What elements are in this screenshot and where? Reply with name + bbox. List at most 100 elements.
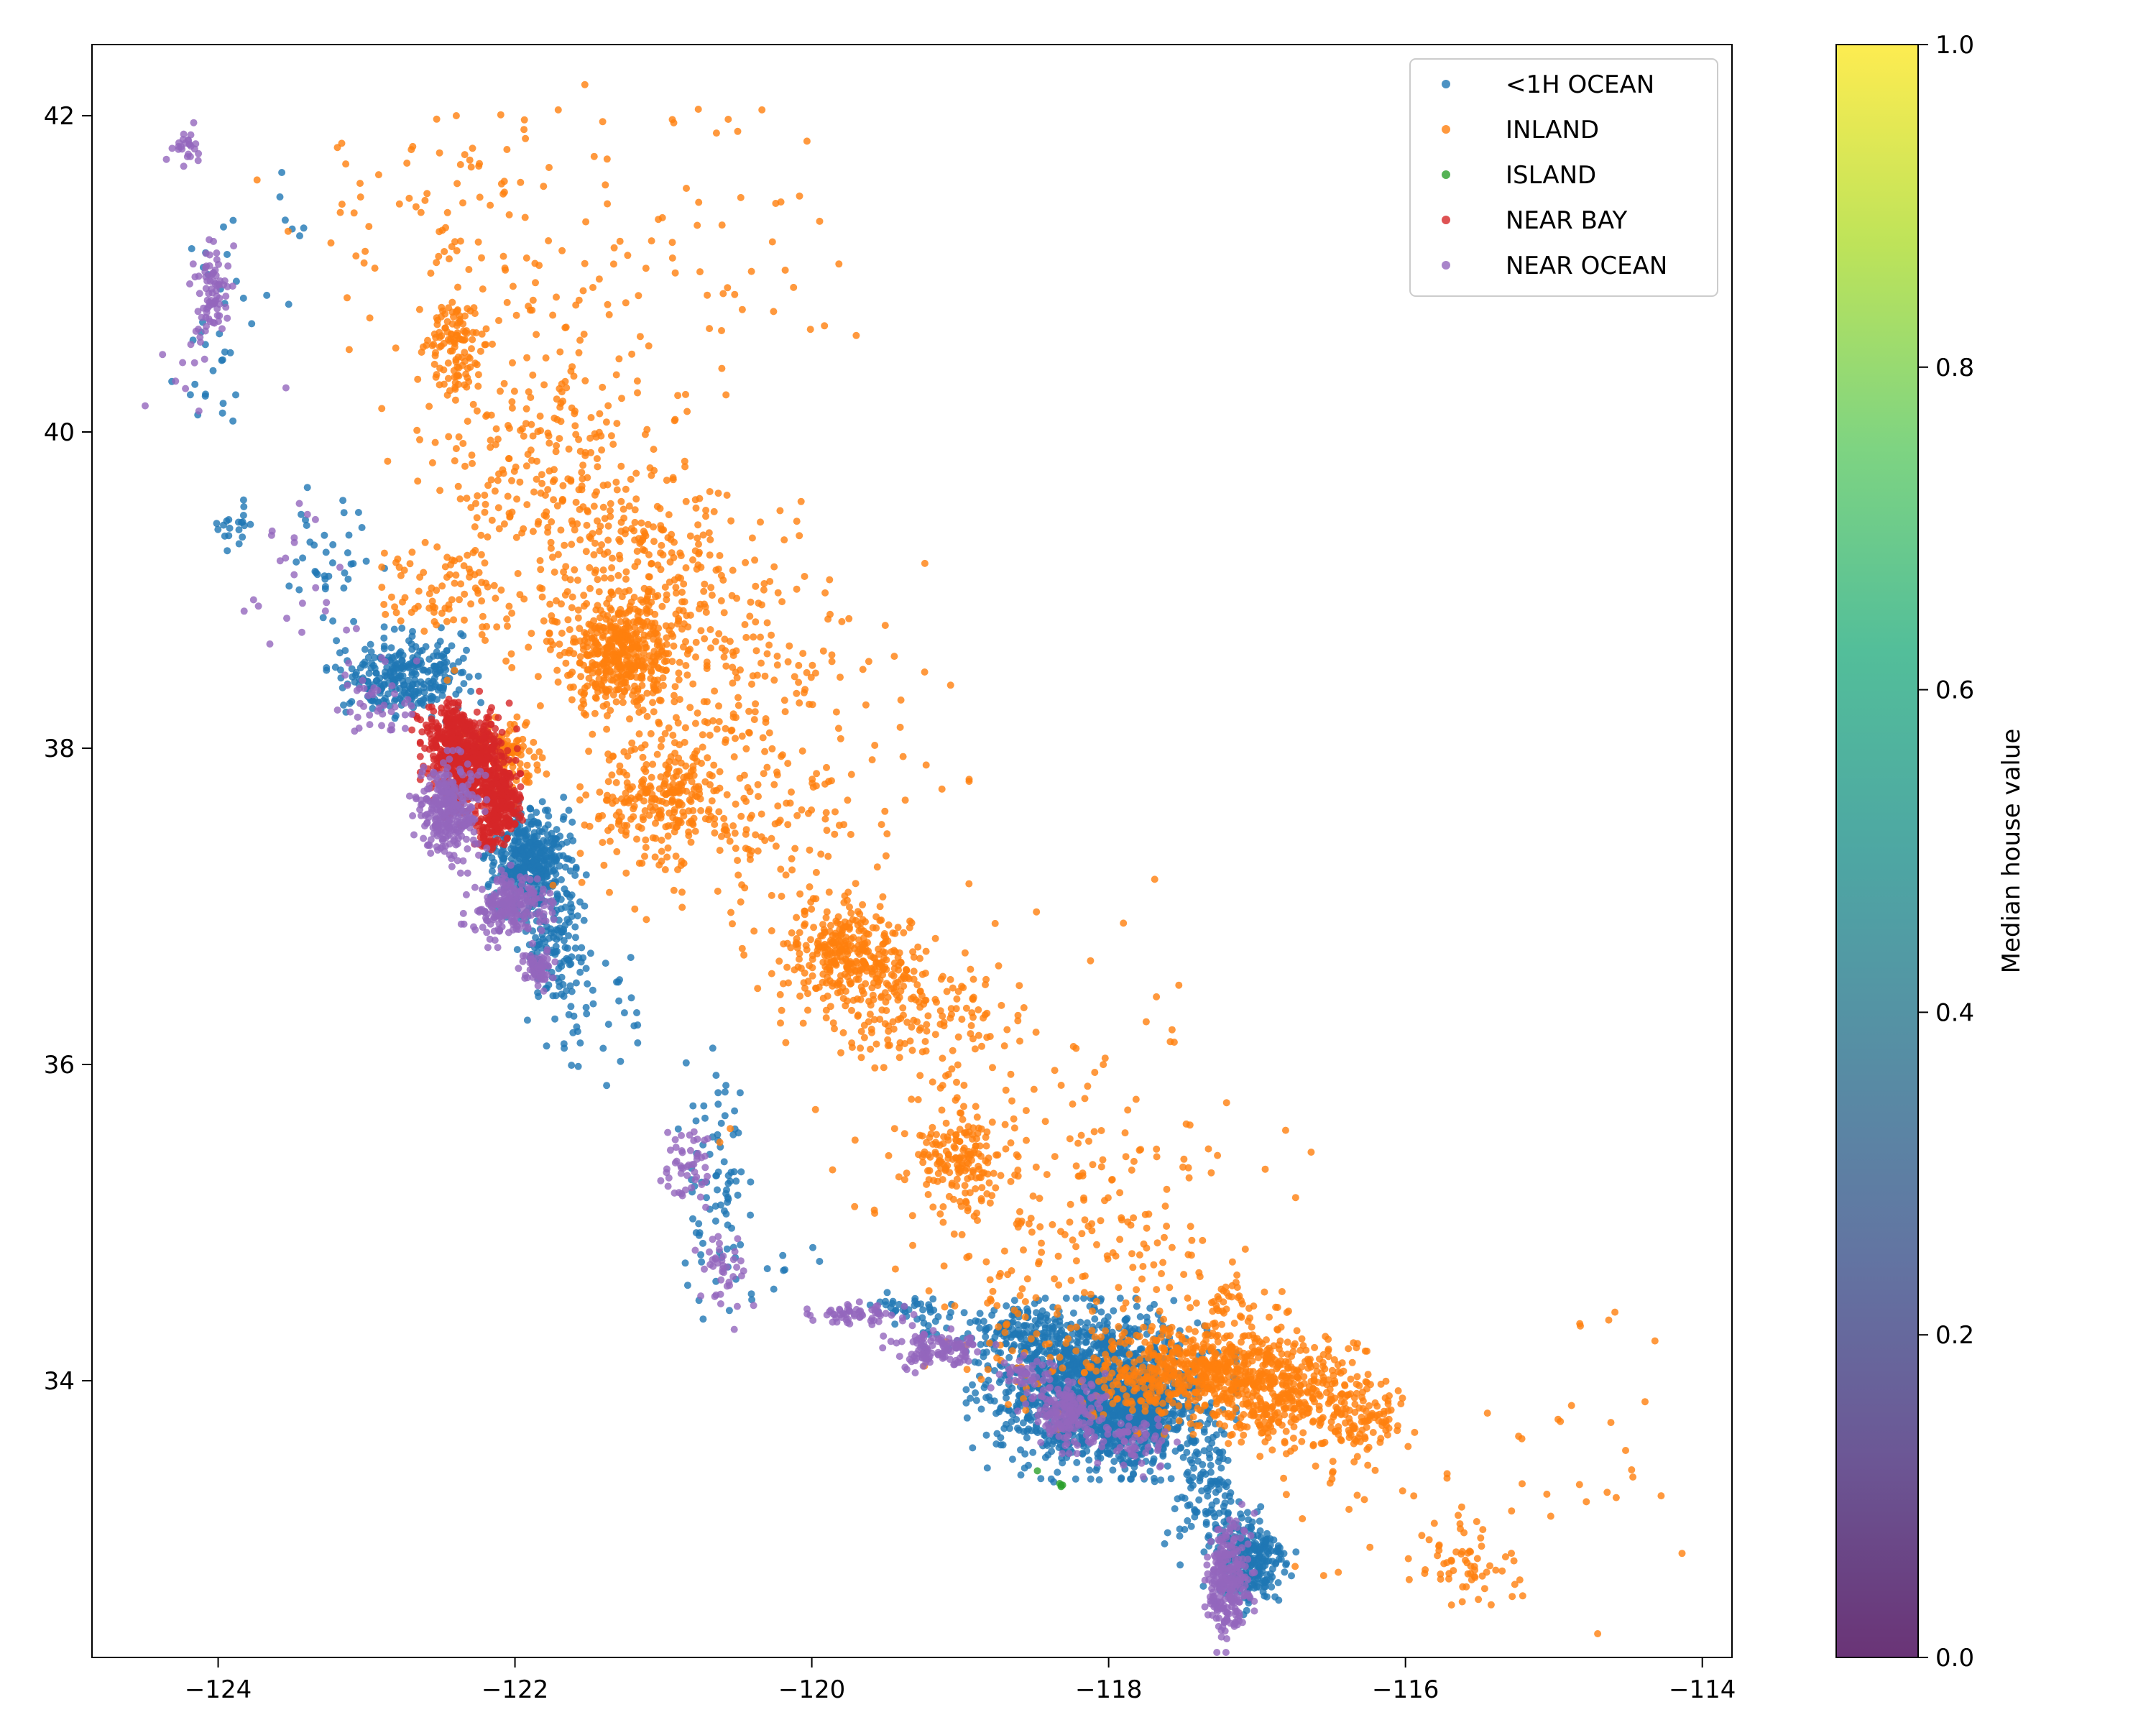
data-point [880,954,888,962]
data-point [1256,1543,1264,1551]
data-point [1121,1316,1129,1324]
data-point [582,965,590,972]
data-point [945,1192,953,1200]
data-point [648,560,655,568]
data-point [1170,1297,1178,1305]
data-point [1212,1431,1220,1439]
data-point [747,1178,755,1186]
data-point [977,1152,985,1160]
data-point [1082,1351,1089,1359]
data-point [1173,1426,1181,1434]
data-point [594,463,602,471]
data-point [520,863,528,871]
data-point [931,1031,939,1039]
data-point [632,495,640,503]
data-point [381,694,389,702]
data-point [1275,1596,1283,1604]
data-point [538,850,545,857]
data-point [663,666,671,674]
data-point [558,840,566,848]
data-point [389,674,397,682]
data-point [589,1000,597,1008]
data-point [859,901,867,908]
data-point [687,838,695,846]
data-point [985,1323,993,1331]
data-point [918,1314,926,1322]
data-point [1266,1570,1274,1578]
data-point [551,1015,559,1023]
data-point [1176,1409,1184,1417]
data-point [946,1014,954,1022]
data-point [599,1044,607,1052]
data-point [1062,1294,1070,1302]
data-point [440,682,448,690]
data-point [224,547,231,555]
data-point [960,1103,967,1110]
data-point [1023,1305,1031,1312]
data-point [827,937,834,944]
data-point [1292,1548,1300,1556]
data-point [1097,1308,1105,1316]
data-point [459,632,467,640]
data-point [768,927,775,934]
data-point [591,709,599,717]
data-point [624,652,632,660]
data-point [732,1177,740,1185]
data-point [1072,1294,1080,1302]
data-point [543,837,550,845]
data-point [860,990,867,998]
data-point [763,1265,771,1273]
data-point [568,1062,576,1070]
data-point [725,1307,733,1315]
data-point [566,684,574,691]
data-point [616,555,624,563]
data-point [1258,1567,1266,1575]
data-point [350,617,358,625]
data-point [1136,1313,1144,1320]
data-point [903,967,911,975]
data-point [1020,1322,1028,1330]
data-point [716,552,724,559]
data-point [405,637,413,645]
data-point [899,1004,907,1012]
data-point [619,699,627,707]
data-point [717,1201,724,1209]
data-point [219,400,227,408]
data-point [1150,1455,1158,1463]
data-point [568,856,576,864]
data-point [361,645,369,653]
data-point [882,998,890,1006]
data-point [855,970,863,978]
data-point [1261,1592,1268,1600]
data-point [443,647,451,655]
data-point [1200,1447,1208,1455]
data-point [834,913,842,921]
data-point [825,888,833,896]
data-point [541,825,549,832]
data-point [793,914,801,921]
data-point [623,779,631,787]
data-point [722,1082,730,1090]
data-point [944,1070,952,1078]
data-point [604,522,612,530]
data-point [846,903,853,911]
data-point [1053,1333,1061,1340]
data-point [239,496,247,504]
data-point [333,637,341,645]
data-point [910,993,917,1001]
data-point [1261,1583,1268,1591]
data-point [997,1172,1005,1179]
data-point [695,1220,703,1228]
data-point [188,245,195,252]
data-point [431,683,439,691]
data-point [585,748,593,755]
data-point [714,1186,721,1194]
data-point [1175,1417,1183,1425]
data-point [988,1118,996,1126]
data-point [976,1310,984,1317]
data-point [639,753,647,761]
data-point [225,516,233,523]
data-point [646,782,654,790]
data-point [826,1003,834,1011]
data-point [1161,1540,1169,1547]
